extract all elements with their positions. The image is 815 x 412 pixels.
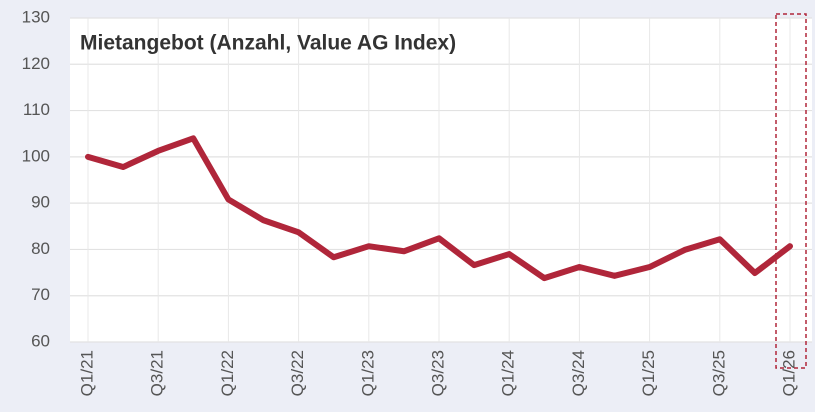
chart-title: Mietangebot (Anzahl, Value AG Index) xyxy=(80,32,456,55)
y-tick-label: 120 xyxy=(22,54,50,73)
plot-area xyxy=(70,18,812,342)
x-tick-label: Q3/25 xyxy=(709,350,728,396)
x-tick-label: Q3/24 xyxy=(569,350,588,396)
y-tick-label: 90 xyxy=(31,193,50,212)
x-tick-label: Q1/24 xyxy=(499,350,518,396)
x-tick-label: Q3/21 xyxy=(148,350,167,396)
y-tick-label: 130 xyxy=(22,7,50,26)
x-tick-label: Q1/22 xyxy=(218,350,237,396)
y-tick-label: 100 xyxy=(22,146,50,165)
x-tick-label: Q1/21 xyxy=(77,350,96,396)
line xyxy=(85,135,793,282)
y-tick-label: 70 xyxy=(31,285,50,304)
x-tick-label: Q3/23 xyxy=(428,350,447,396)
x-tick-label: Q3/22 xyxy=(288,350,307,396)
y-tick-label: 110 xyxy=(23,100,50,119)
x-tick-label: Q1/23 xyxy=(358,350,377,396)
x-tick-label: Q1/26 xyxy=(779,350,798,396)
y-tick-label: 80 xyxy=(31,239,50,258)
x-tick-label: Q1/25 xyxy=(639,350,658,396)
highlight-box xyxy=(775,13,807,369)
y-tick-label: 60 xyxy=(31,331,50,350)
